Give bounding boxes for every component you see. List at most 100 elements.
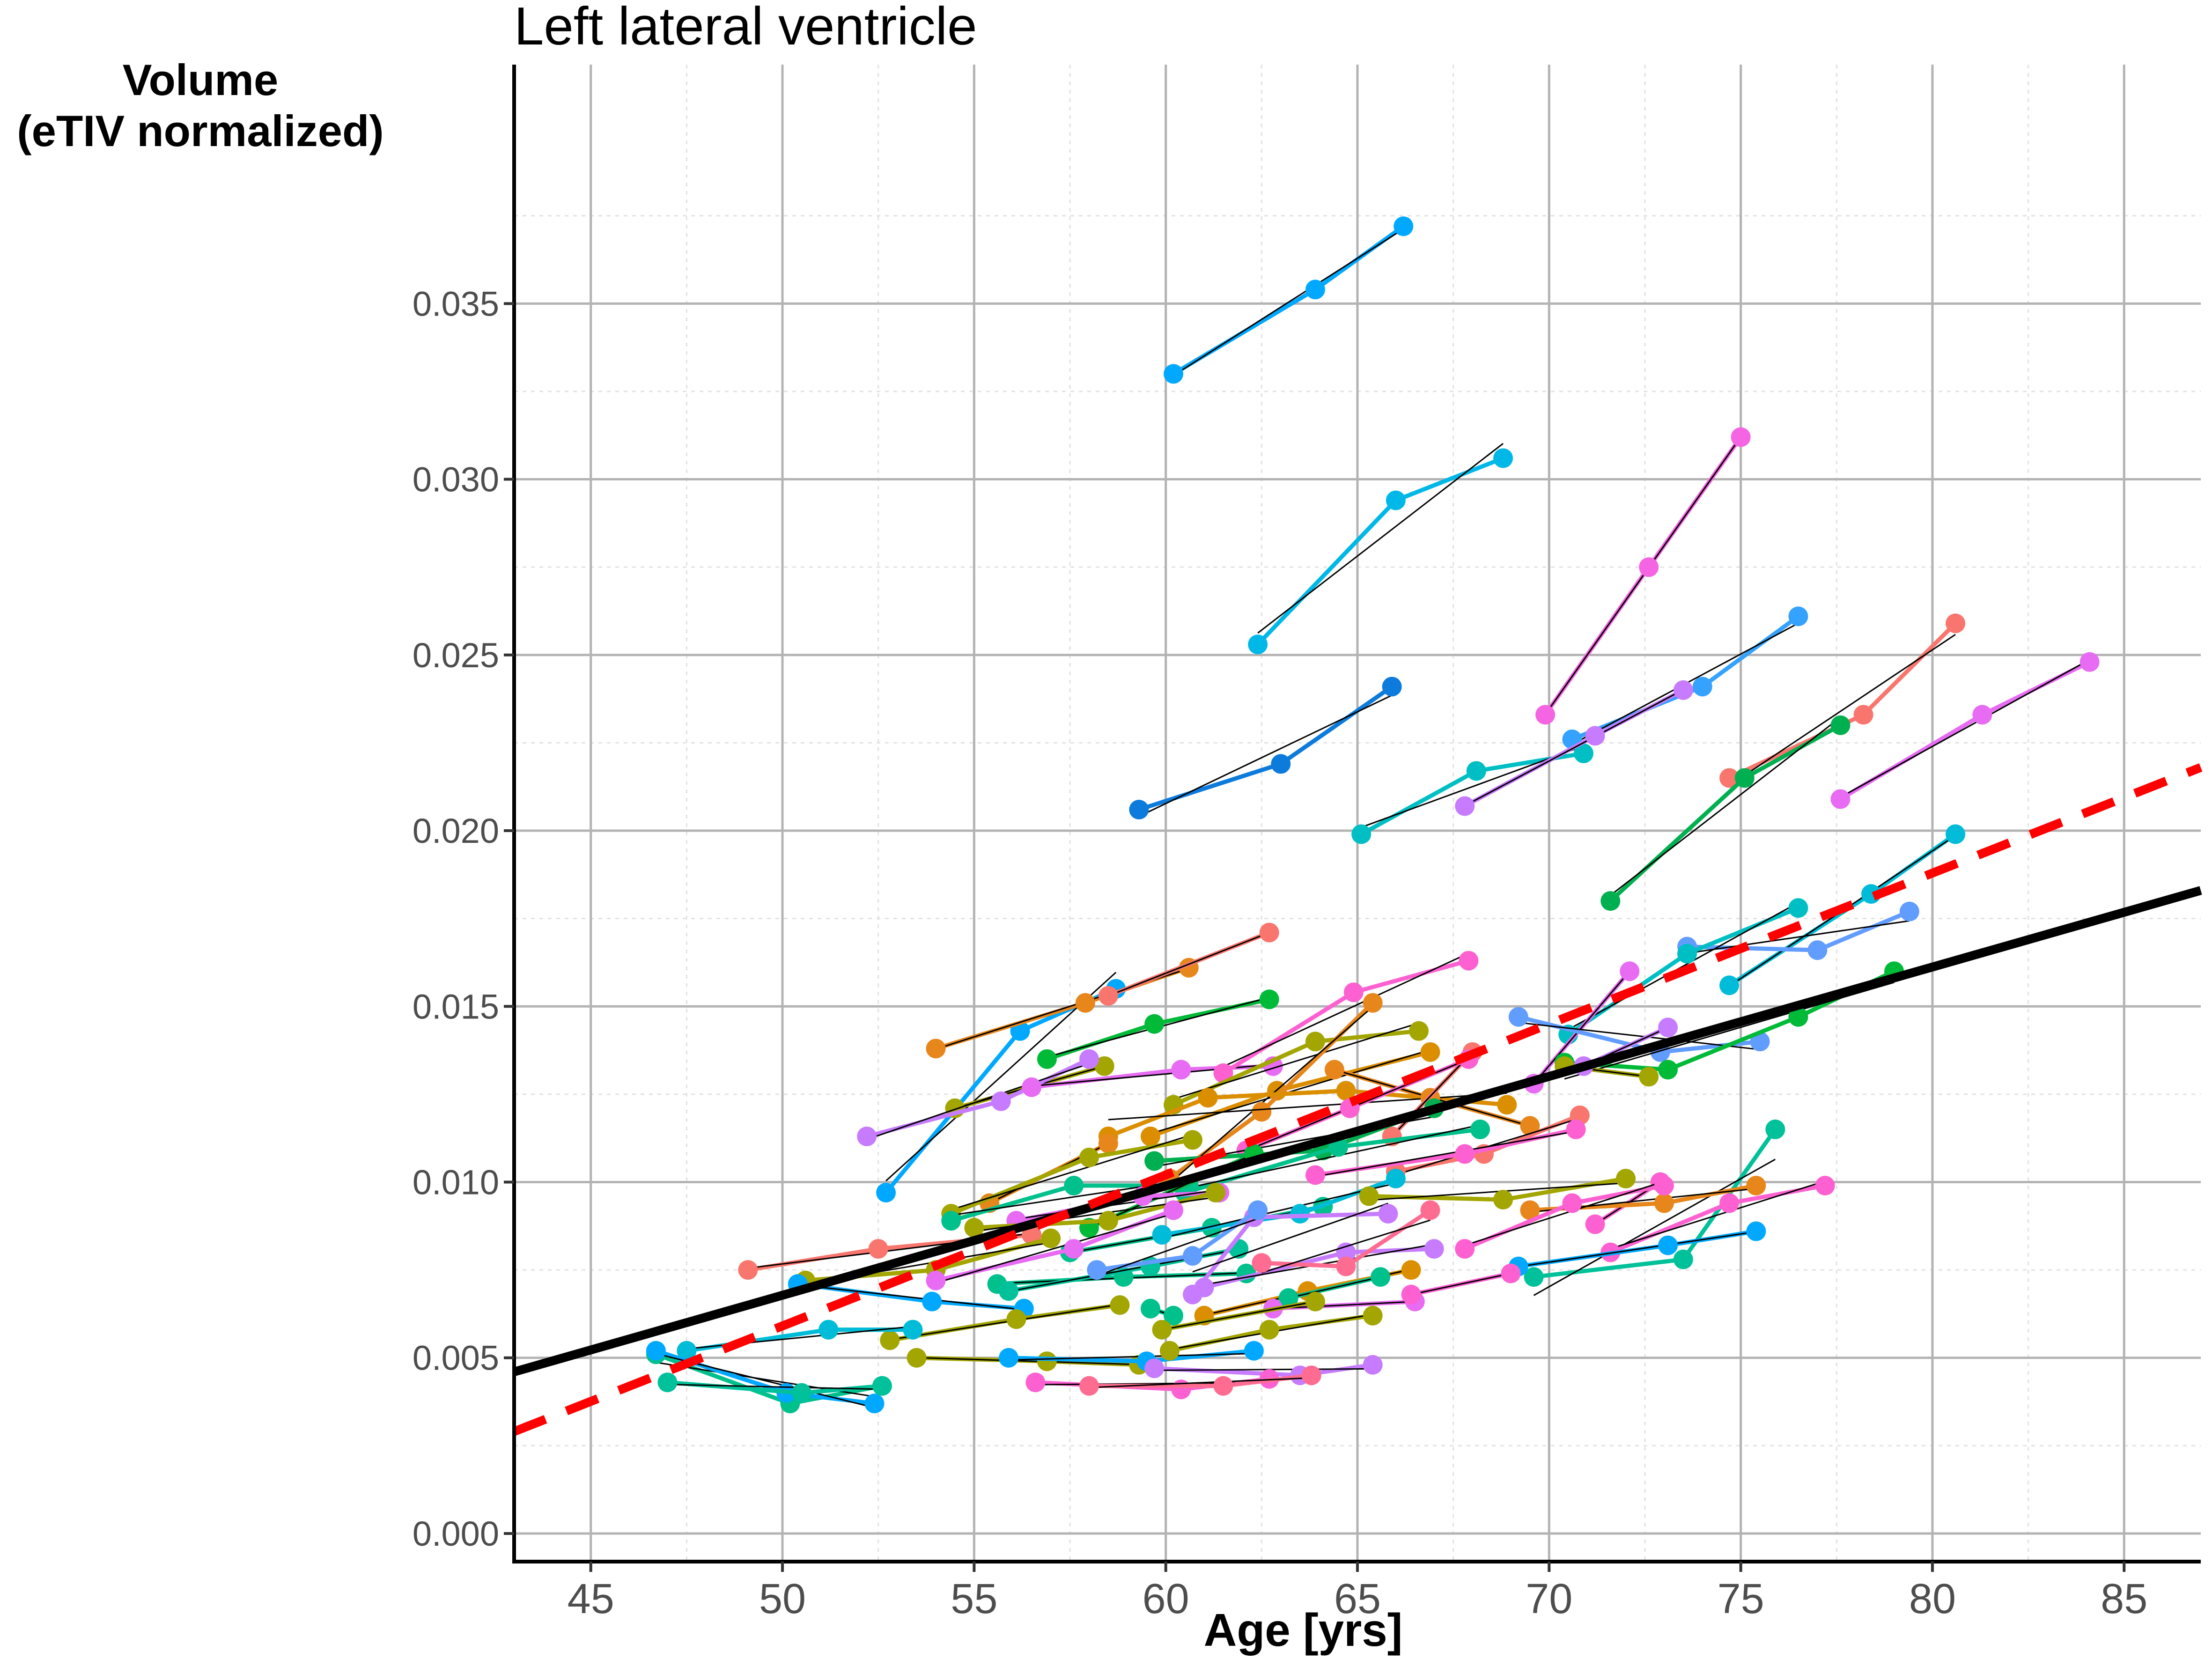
subject-fit-line <box>1840 659 2090 798</box>
data-point <box>657 1372 678 1393</box>
data-point <box>1098 1133 1118 1153</box>
x-tick-label: 65 <box>1334 1576 1381 1622</box>
subject-fit-line <box>1173 1022 1419 1100</box>
data-point <box>1041 1228 1061 1248</box>
data-point <box>1466 761 1486 781</box>
subject-fit-line <box>1729 634 1956 786</box>
subject-fit-line <box>1518 1231 1756 1268</box>
subject-fit-line <box>1162 1182 1396 1239</box>
data-point <box>1677 944 1697 964</box>
grid <box>514 65 2201 1562</box>
subject-75 <box>1159 1305 1383 1361</box>
subject-76 <box>1140 1298 1184 1326</box>
data-point <box>1198 1088 1218 1108</box>
subject-51 <box>1359 1168 1636 1210</box>
data-point <box>1144 1151 1165 1171</box>
subject-fit-line <box>1173 228 1404 376</box>
data-point <box>646 1341 666 1361</box>
subject-7 <box>1129 677 1402 819</box>
data-point <box>1620 961 1640 981</box>
data-point <box>1025 1372 1046 1393</box>
data-point <box>1098 1211 1118 1231</box>
data-point <box>903 1320 923 1340</box>
subject-fit-line <box>1533 971 1630 1084</box>
data-point <box>1401 1260 1421 1280</box>
x-tick-label: 70 <box>1526 1576 1572 1622</box>
subject-fit-line <box>1533 1158 1776 1296</box>
data-point <box>1305 280 1325 300</box>
data-point <box>1252 1253 1272 1273</box>
data-point <box>1037 1351 1057 1371</box>
data-point <box>1087 1260 1107 1280</box>
population-fits <box>512 763 2203 1436</box>
subject-fit-line <box>1089 1377 1312 1388</box>
data-point <box>1788 898 1808 918</box>
data-point <box>1022 1077 1042 1097</box>
data-point <box>1520 1200 1540 1220</box>
data-point <box>1788 606 1808 627</box>
data-point <box>1455 796 1475 816</box>
data-point <box>1386 490 1406 510</box>
data-point <box>926 1270 946 1290</box>
data-point <box>1493 1190 1513 1210</box>
data-point <box>999 1348 1019 1368</box>
data-point <box>1455 1239 1475 1259</box>
data-point <box>1301 1365 1321 1386</box>
data-point <box>1164 364 1184 384</box>
data-point <box>1493 448 1513 468</box>
subject-29 <box>857 1049 1099 1146</box>
data-point <box>1658 1018 1678 1038</box>
subject-fit-line <box>1162 1301 1316 1331</box>
data-point <box>1420 1200 1440 1220</box>
y-tick-label: 0.035 <box>413 284 499 323</box>
data-point <box>1259 1320 1279 1340</box>
data-point <box>1378 1204 1398 1224</box>
data-point <box>1171 1060 1191 1080</box>
data-point <box>1079 1376 1099 1396</box>
data-point <box>791 1383 811 1403</box>
data-point <box>1336 1081 1356 1101</box>
data-point <box>1830 789 1851 809</box>
subject-27 <box>1037 989 1279 1069</box>
data-point <box>1098 986 1118 1006</box>
data-point <box>1152 1320 1172 1340</box>
subject-fit-line <box>1108 1092 1507 1121</box>
population-fit-solid <box>513 886 2202 1376</box>
x-tick-label: 45 <box>568 1576 614 1622</box>
subject-fit-line <box>1273 1301 1415 1310</box>
data-point <box>1585 1214 1605 1234</box>
data-point <box>1386 1168 1406 1188</box>
data-point <box>1324 1060 1344 1080</box>
data-point <box>1899 901 1919 922</box>
subject-fit-line <box>1288 1276 1381 1299</box>
data-point <box>1853 705 1873 725</box>
subject-6 <box>1830 652 2100 809</box>
subject-32 <box>1164 1021 1429 1115</box>
subject-fit-line <box>1361 745 1584 828</box>
data-point <box>1110 1295 1130 1315</box>
data-point <box>1259 989 1279 1010</box>
subject-23 <box>1508 1221 1766 1276</box>
data-point <box>1159 1341 1180 1361</box>
subject-fit-line <box>1185 1124 1481 1189</box>
data-point <box>1382 677 1402 697</box>
data-point <box>818 1320 839 1340</box>
x-axis-label: Age [yrs] <box>1204 1604 1403 1656</box>
data-point <box>872 1376 892 1396</box>
data-point <box>1573 743 1593 763</box>
data-point <box>1363 1305 1383 1326</box>
data-point <box>1746 1175 1766 1195</box>
data-point <box>1600 891 1621 911</box>
data-point <box>1278 1288 1298 1308</box>
data-point <box>1566 1119 1586 1139</box>
data-point <box>1408 1021 1429 1041</box>
x-tick-label: 80 <box>1909 1576 1956 1622</box>
data-point <box>1520 1116 1540 1136</box>
subject-68 <box>880 1295 1130 1350</box>
data-point <box>1371 1267 1391 1287</box>
data-point <box>1305 1165 1325 1185</box>
data-point <box>964 1218 984 1238</box>
subject-5 <box>1719 613 1966 788</box>
data-point <box>1394 216 1414 236</box>
subject-fit-line <box>1518 1022 1760 1050</box>
